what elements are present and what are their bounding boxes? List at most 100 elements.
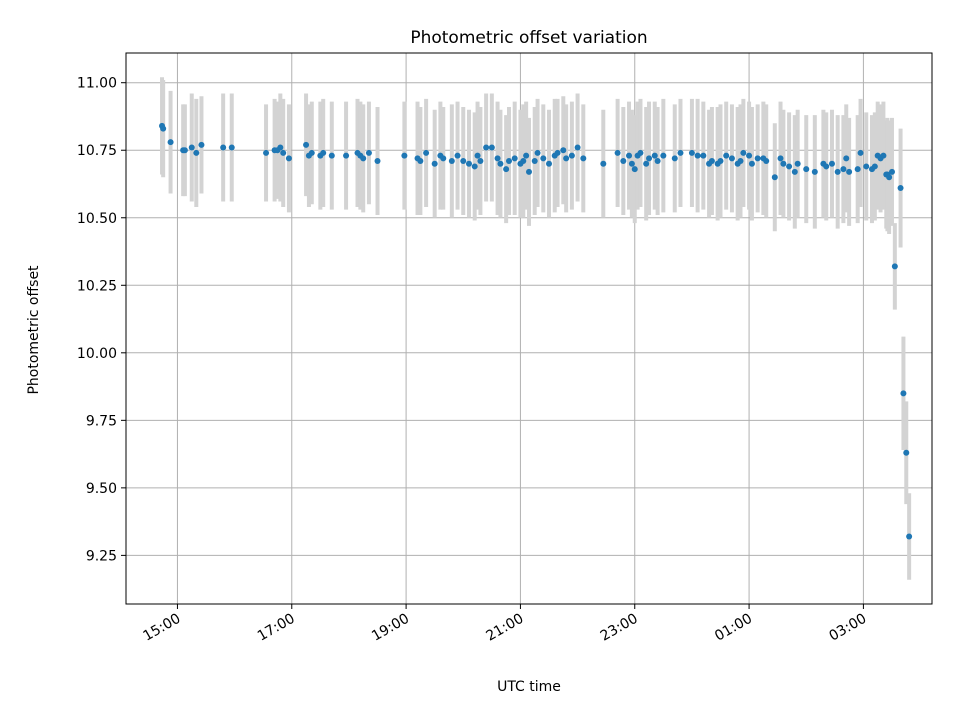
data-point — [560, 147, 567, 154]
data-point — [167, 139, 174, 146]
data-point — [880, 152, 887, 159]
data-point — [360, 155, 367, 162]
data-point — [343, 152, 350, 159]
data-point — [843, 155, 850, 162]
data-point — [723, 152, 730, 159]
data-point — [763, 158, 770, 165]
data-point — [580, 155, 587, 162]
data-point — [840, 166, 847, 173]
x-axis-ticks: 15:00 17:00 19:00 21:00 23:00 01:00 03:00 — [140, 604, 869, 645]
data-point — [181, 147, 188, 154]
x-axis-label: UTC time — [497, 679, 561, 695]
data-point — [737, 158, 744, 165]
data-point — [494, 155, 501, 162]
data-point — [263, 149, 270, 156]
data-point — [431, 160, 438, 167]
data-point — [511, 155, 518, 162]
data-point — [471, 163, 478, 170]
y-tick-label: 10.50 — [77, 211, 117, 227]
data-point — [328, 152, 335, 159]
data-point — [626, 152, 633, 159]
data-point — [563, 155, 570, 162]
data-points — [159, 122, 913, 540]
data-point — [503, 166, 510, 173]
data-point — [628, 160, 635, 167]
x-tick-label: 19:00 — [369, 611, 412, 645]
data-point — [614, 149, 621, 156]
data-point — [811, 168, 818, 175]
data-point — [401, 152, 408, 159]
x-tick-label: 21:00 — [483, 611, 526, 645]
data-point — [465, 160, 472, 167]
data-point — [568, 152, 575, 159]
data-point — [440, 155, 447, 162]
data-point — [671, 155, 678, 162]
data-point — [688, 149, 695, 156]
data-point — [906, 533, 913, 540]
data-point — [654, 158, 661, 165]
data-point — [523, 152, 530, 159]
data-point — [526, 168, 532, 175]
data-point — [857, 149, 864, 156]
data-point — [834, 168, 841, 175]
data-point — [365, 149, 372, 156]
data-point — [694, 152, 701, 159]
data-point — [823, 163, 830, 170]
y-tick-label: 10.75 — [77, 143, 117, 159]
data-point — [474, 152, 481, 159]
data-point — [700, 152, 707, 159]
data-point — [531, 158, 538, 165]
data-point — [188, 144, 195, 151]
data-point — [746, 152, 753, 159]
data-point — [534, 149, 541, 156]
data-point — [728, 155, 735, 162]
data-point — [740, 149, 747, 156]
data-point — [897, 185, 904, 192]
data-point — [505, 158, 512, 165]
data-point — [620, 158, 627, 165]
data-point — [277, 144, 284, 151]
data-point — [717, 158, 724, 165]
data-point — [900, 390, 907, 397]
data-point — [600, 160, 607, 167]
data-point — [198, 141, 205, 148]
x-tick-label: 23:00 — [598, 611, 641, 645]
data-point — [854, 166, 861, 173]
y-tick-label: 10.00 — [77, 346, 117, 362]
data-point — [803, 166, 810, 173]
data-point — [546, 160, 553, 167]
x-tick-label: 17:00 — [255, 611, 298, 645]
data-point — [886, 174, 893, 181]
x-tick-label: 03:00 — [826, 611, 869, 645]
data-point — [828, 160, 835, 167]
data-point — [160, 125, 167, 132]
data-point — [497, 160, 504, 167]
data-point — [374, 158, 381, 165]
plot-frame — [125, 52, 933, 605]
data-point — [483, 144, 490, 151]
data-point — [631, 166, 638, 173]
x-tick-label: 01:00 — [712, 611, 755, 645]
data-point — [660, 152, 667, 159]
data-point — [554, 149, 561, 156]
data-point — [748, 160, 755, 167]
data-point — [643, 160, 650, 167]
chart-title: Photometric offset variation — [410, 28, 647, 48]
data-point — [228, 144, 235, 151]
data-point — [646, 155, 653, 162]
data-point — [574, 144, 581, 151]
data-point — [780, 160, 787, 167]
data-point — [771, 174, 778, 181]
y-tick-label: 11.00 — [77, 76, 117, 92]
y-axis-label: Photometric offset — [26, 265, 42, 395]
data-point — [786, 163, 793, 170]
data-point — [651, 152, 658, 159]
data-point — [417, 158, 424, 165]
data-point — [308, 149, 315, 156]
data-point — [448, 158, 455, 165]
data-point — [754, 155, 761, 162]
data-point — [777, 155, 784, 162]
data-point — [280, 149, 287, 156]
data-point — [488, 144, 495, 151]
